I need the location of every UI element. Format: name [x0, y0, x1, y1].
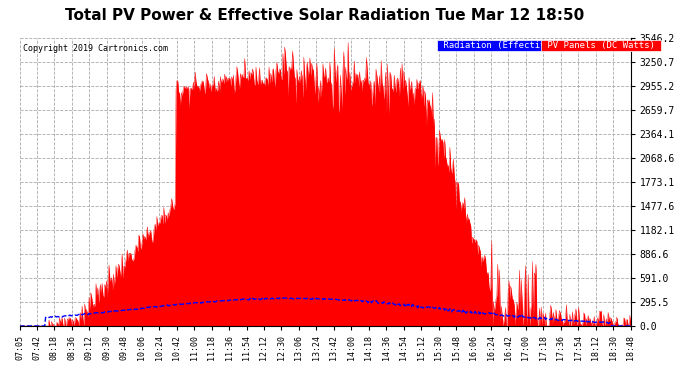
Text: Radiation (Effective w/m2): Radiation (Effective w/m2)	[438, 40, 589, 50]
Text: PV Panels (DC Watts): PV Panels (DC Watts)	[542, 40, 660, 50]
Text: Total PV Power & Effective Solar Radiation Tue Mar 12 18:50: Total PV Power & Effective Solar Radiati…	[65, 8, 584, 22]
Text: Copyright 2019 Cartronics.com: Copyright 2019 Cartronics.com	[23, 44, 168, 52]
